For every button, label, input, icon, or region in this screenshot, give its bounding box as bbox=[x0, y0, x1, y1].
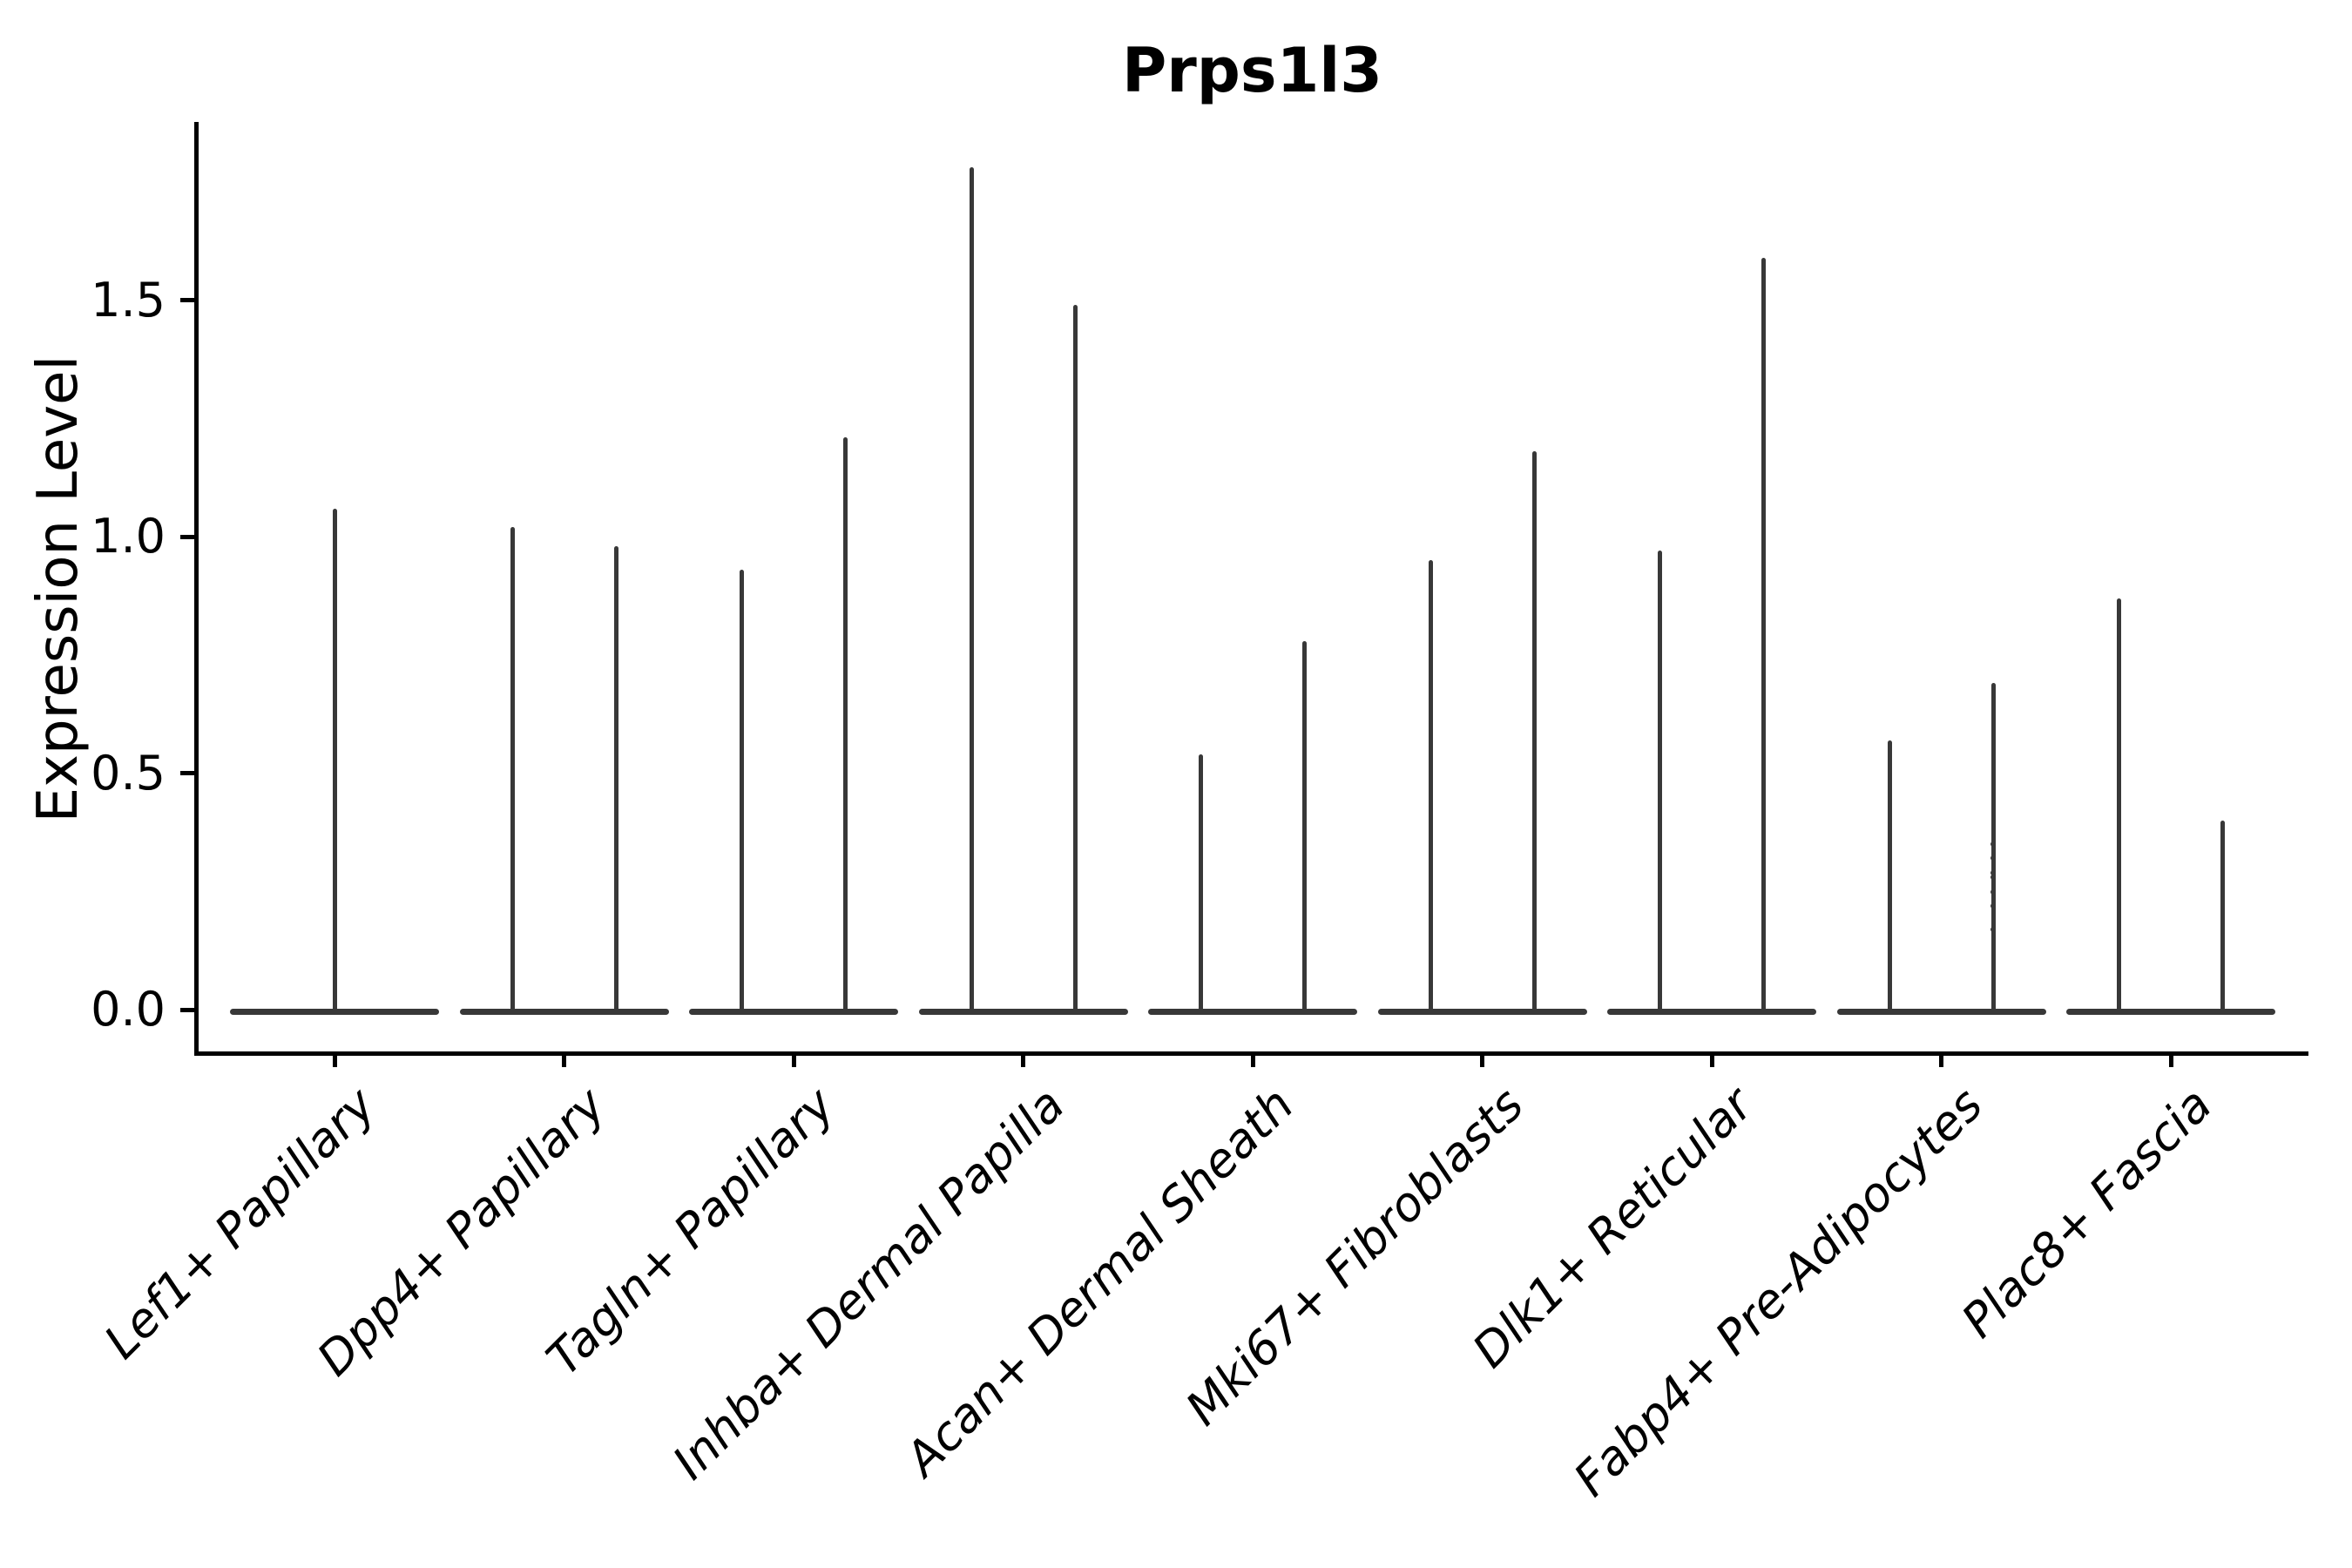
x-tick-mark bbox=[1939, 1054, 1943, 1067]
y-tick-label: 1.5 bbox=[91, 272, 166, 328]
x-tick-mark bbox=[562, 1054, 566, 1067]
violin-body bbox=[689, 1008, 898, 1015]
x-category-label: Acan+ Dermal Sheath bbox=[895, 1077, 1305, 1487]
outlier-dot bbox=[1990, 926, 1996, 932]
violin-body bbox=[1607, 1008, 1816, 1015]
y-axis-spine bbox=[194, 122, 199, 1056]
x-tick-mark bbox=[1250, 1054, 1255, 1067]
y-tick-label: 0.0 bbox=[91, 982, 166, 1037]
x-tick-mark bbox=[1480, 1054, 1484, 1067]
violin-spike bbox=[1199, 754, 1203, 1011]
outlier-dot bbox=[1990, 902, 1996, 909]
x-tick-mark bbox=[1021, 1054, 1025, 1067]
y-tick-mark bbox=[180, 1007, 194, 1012]
violin-spike bbox=[1072, 304, 1078, 1011]
y-tick-mark bbox=[180, 534, 194, 539]
violin-body bbox=[459, 1008, 669, 1015]
outlier-dot bbox=[1990, 855, 1996, 862]
violin-spike bbox=[1887, 740, 1892, 1011]
violin-spike bbox=[2117, 598, 2121, 1011]
x-tick-mark bbox=[2168, 1054, 2173, 1067]
violin-spike bbox=[1428, 560, 1433, 1011]
y-tick-label: 1.0 bbox=[91, 509, 166, 564]
violin-spike bbox=[1990, 683, 1996, 1011]
violin-body bbox=[918, 1008, 1128, 1015]
outlier-dot bbox=[1990, 841, 1996, 848]
outlier-dot bbox=[1990, 875, 1996, 881]
x-tick-mark bbox=[1709, 1054, 1714, 1067]
violin-spike bbox=[1658, 551, 1662, 1011]
violin-body bbox=[230, 1008, 439, 1015]
y-tick-label: 0.5 bbox=[91, 745, 166, 801]
x-axis-spine bbox=[194, 1051, 2308, 1056]
x-category-label: Fabp4+ Pre-Adipocytes bbox=[1563, 1077, 1993, 1507]
violin-spike bbox=[1761, 257, 1766, 1011]
violin-spike bbox=[740, 570, 744, 1011]
outlier-dot bbox=[1990, 869, 1996, 875]
violin-spike bbox=[1531, 451, 1537, 1011]
violin-body bbox=[1836, 1008, 2046, 1015]
outlier-dot bbox=[1990, 889, 1996, 895]
violin-body bbox=[1148, 1008, 1357, 1015]
violin-spike bbox=[2220, 821, 2225, 1011]
x-tick-mark bbox=[791, 1054, 796, 1067]
violin-spike bbox=[510, 527, 515, 1011]
x-category-label: Inhba+ Dermal Papilla bbox=[661, 1077, 1075, 1490]
violin-body bbox=[1377, 1008, 1587, 1015]
violin-spike bbox=[1302, 640, 1307, 1011]
x-tick-mark bbox=[332, 1054, 337, 1067]
chart-title: Prps1l3 bbox=[1121, 35, 1382, 106]
violin-body bbox=[2066, 1008, 2275, 1015]
violin-spike bbox=[843, 437, 848, 1011]
x-category-label: Plac8+ Fascia bbox=[1950, 1077, 2223, 1348]
y-tick-mark bbox=[180, 298, 194, 302]
violin-spike bbox=[613, 545, 618, 1011]
violin-spike bbox=[969, 167, 974, 1011]
y-tick-mark bbox=[180, 771, 194, 776]
violin-spike bbox=[332, 508, 337, 1011]
